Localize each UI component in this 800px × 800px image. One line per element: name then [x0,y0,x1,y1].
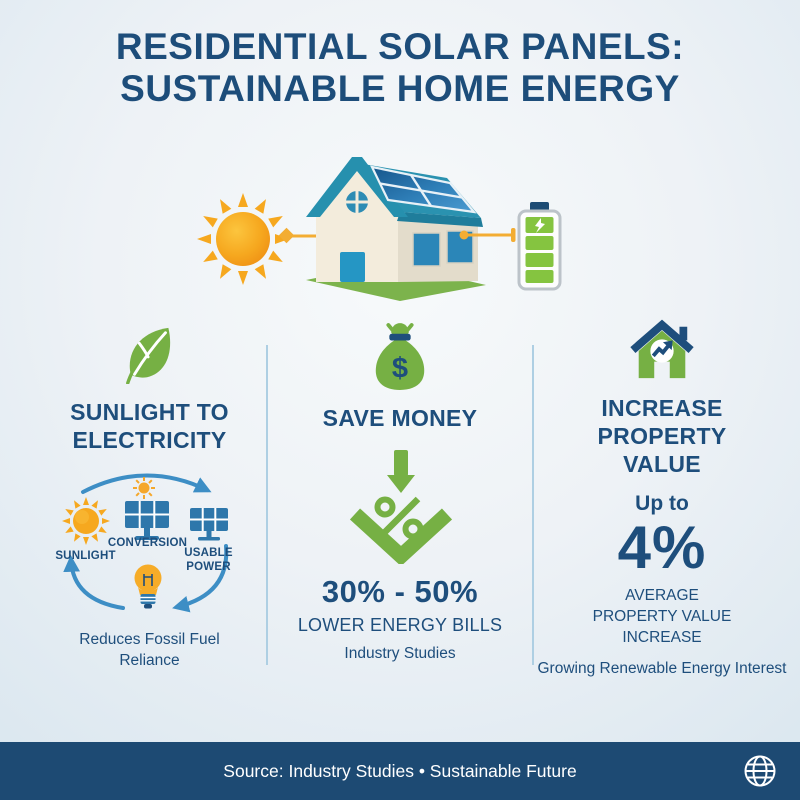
money-bag-icon: $ [375,323,425,390]
sunlight-caption: Reduces Fossil Fuel Reliance [79,631,220,670]
footer-source-text: Source: Industry Studies • Sustainable F… [223,761,577,781]
energy-cycle-diagram: SUNLIGHT CONVERSION USABLE POWER [35,460,265,628]
percent-down-icon [349,450,453,565]
savings-stat: 30% - 50% [321,574,479,610]
section-sunlight-to-electricity: SUNLIGHT TO ELECTRICITY [33,318,266,672]
footer-bar: Source: Industry Studies • Sustainable F… [0,742,800,800]
solar-house-icon [306,157,486,301]
globe-icon [744,755,776,787]
property-stat-label: AVERAGE PROPERTY VALUE INCREASE [592,587,732,646]
section-save-money: $ SAVE MONEY 30% - 50% LOWER ENERGY BILL… [268,318,532,663]
cycle-step-sunlight-label: SUNLIGHT [55,550,116,563]
usable-power-panel-icon [189,508,228,541]
section-heading-property: INCREASE PROPERTY VALUE [597,395,727,478]
section-heading-sunlight: SUNLIGHT TO ELECTRICITY [70,399,229,454]
column-divider-2 [532,345,534,665]
property-note: Growing Renewable Energy Interest [537,659,787,677]
section-property-value: INCREASE PROPERTY VALUE Up to 4% AVERAGE… [534,316,790,678]
dollar-sign: $ [392,352,408,384]
property-lead-in: Up to [635,492,689,516]
small-sun-icon [132,477,155,500]
lightbulb-icon [134,564,161,609]
house-trend-up-icon [630,319,694,379]
savings-attribution: Industry Studies [344,645,456,663]
conversion-panel-icon [124,501,169,541]
page-title: RESIDENTIAL SOLAR PANELS: SUSTAINABLE HO… [0,26,800,110]
leaf-icon [125,327,170,384]
page-title-line2: SUSTAINABLE HOME ENERGY [120,68,680,110]
cycle-step-conversion-label: CONVERSION [107,537,188,550]
cycle-arrows [62,473,228,613]
hero-illustration [0,145,800,310]
property-stat: 4% [617,514,707,582]
battery-icon [517,202,562,291]
column-divider-1 [266,345,268,665]
sunlight-sun-icon [61,497,110,546]
section-heading-save-money: SAVE MONEY [322,405,478,431]
house-to-battery-connector [459,228,516,242]
cycle-step-usable-power-label: USABLE POWER [184,547,233,574]
page-title-line1: RESIDENTIAL SOLAR PANELS: [115,26,685,67]
sun-icon [197,193,289,285]
savings-stat-label: LOWER ENERGY BILLS [297,615,503,636]
